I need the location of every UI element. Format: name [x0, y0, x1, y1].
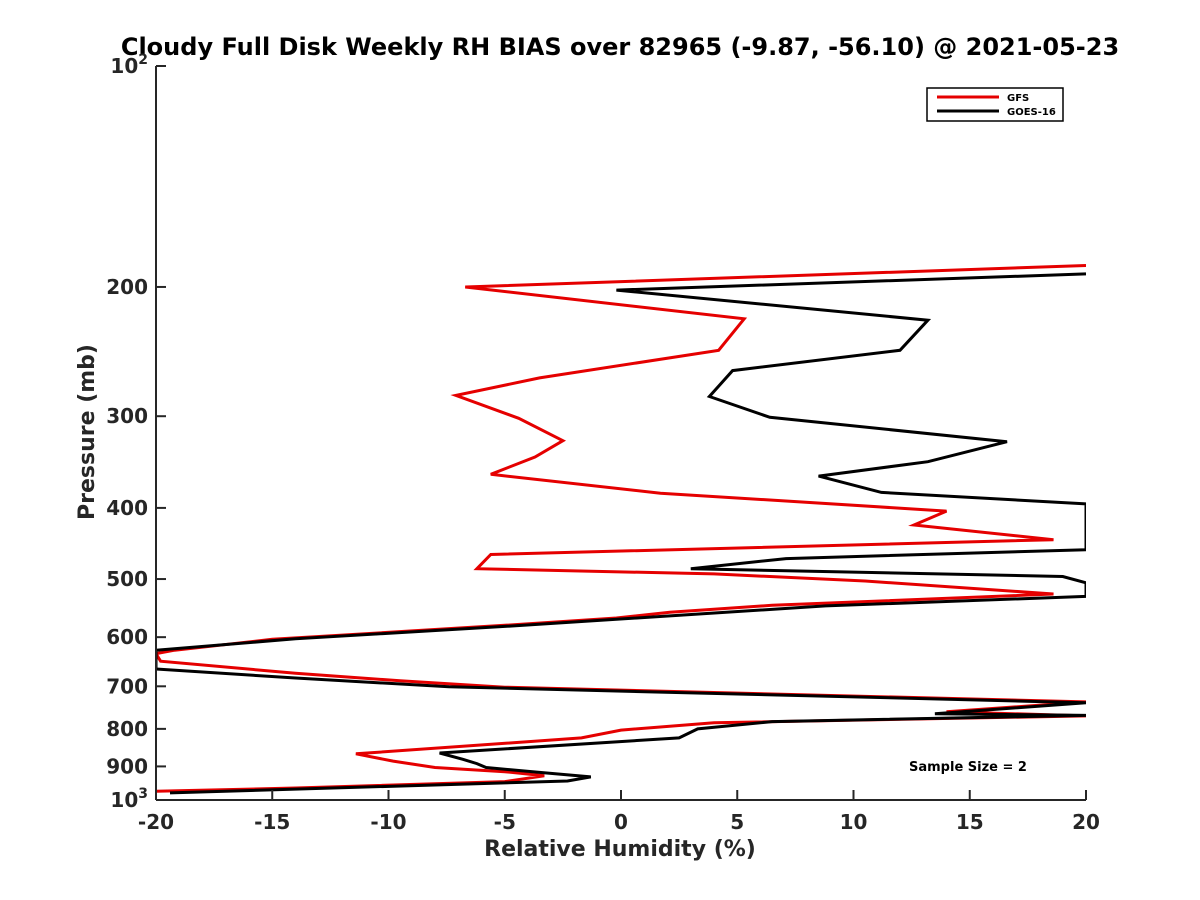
x-tick-label: 20 — [1072, 810, 1100, 834]
y-tick-label: 700 — [106, 674, 148, 698]
y-ticks: 102 200 300 400 500 600 700 800 900 103 — [106, 52, 166, 812]
x-tick-label: -20 — [138, 810, 174, 834]
y-tick-label: 102 — [110, 52, 148, 78]
x-tick-label: 5 — [730, 810, 744, 834]
y-tick-label: 500 — [106, 567, 148, 591]
series-layer — [156, 264, 1086, 795]
x-tick-label: -5 — [494, 810, 516, 834]
series-line-goes-16 — [156, 272, 1086, 795]
x-axis-label: Relative Humidity (%) — [484, 837, 756, 862]
y-tick-label: 300 — [106, 404, 148, 428]
x-tick-label: 0 — [614, 810, 628, 834]
legend: GFS GOES-16 — [926, 87, 1064, 122]
chart-title: Cloudy Full Disk Weekly RH BIAS over 829… — [121, 33, 1119, 61]
x-tick-label: 15 — [956, 810, 984, 834]
y-axis-label: Pressure (mb) — [75, 344, 100, 520]
legend-box — [926, 87, 1064, 122]
sample-size-annotation: Sample Size = 2 — [909, 760, 1027, 775]
x-tick-label: -10 — [370, 810, 406, 834]
x-tick-label: -15 — [254, 810, 290, 834]
y-tick-label: 103 — [110, 786, 148, 812]
legend-label-goes-16: GOES-16 — [1007, 107, 1056, 118]
y-tick-label: 400 — [106, 496, 148, 520]
legend-label-gfs: GFS — [1007, 93, 1029, 104]
y-tick-label: 800 — [106, 717, 148, 741]
y-tick-label: 600 — [106, 625, 148, 649]
y-tick-label: 900 — [106, 754, 148, 778]
x-tick-label: 10 — [840, 810, 868, 834]
x-ticks: -20 -15 -10 -5 0 5 10 15 20 — [138, 790, 1100, 834]
y-tick-label: 200 — [106, 275, 148, 299]
